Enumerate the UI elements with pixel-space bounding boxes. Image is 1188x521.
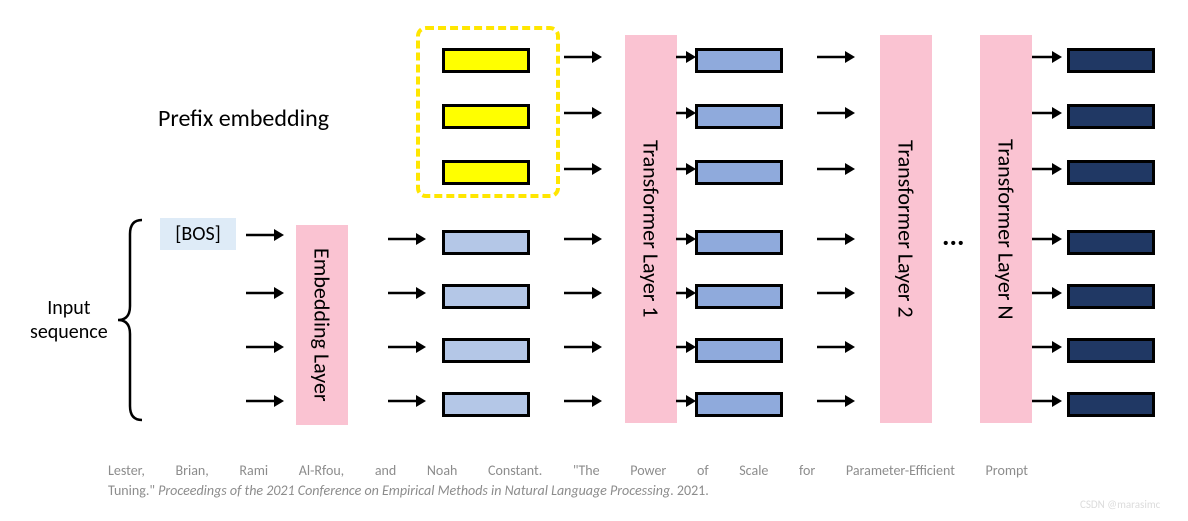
arrow xyxy=(817,162,855,176)
arrow xyxy=(1032,232,1062,246)
ellipsis: ... xyxy=(942,218,964,253)
arrow xyxy=(676,232,696,246)
embed-token xyxy=(442,230,530,255)
prefix-token xyxy=(442,104,530,129)
arrow xyxy=(676,106,696,120)
output-token xyxy=(1067,392,1155,417)
transformer-layer-n-label: Transformer Layer N xyxy=(993,139,1020,320)
arrow xyxy=(676,50,696,64)
output-token xyxy=(1067,48,1155,73)
arrow xyxy=(388,286,426,300)
arrow xyxy=(1032,106,1062,120)
transformer-layer-2-block: Transformer Layer 2 xyxy=(880,35,932,423)
arrow xyxy=(246,286,284,300)
output-token xyxy=(1067,230,1155,255)
arrow xyxy=(388,232,426,246)
arrow xyxy=(564,286,602,300)
arrow xyxy=(564,106,602,120)
watermark: CSDN @marasimc xyxy=(1080,498,1160,511)
arrow xyxy=(817,286,855,300)
arrow xyxy=(676,394,696,408)
arrow xyxy=(1032,394,1062,408)
arrow xyxy=(1032,340,1062,354)
layer1-token xyxy=(695,48,783,73)
citation-italic: Proceedings of the 2021 Conference on Em… xyxy=(158,482,670,499)
embed-token xyxy=(442,284,530,309)
layer1-token xyxy=(695,230,783,255)
arrow xyxy=(246,394,284,408)
arrow xyxy=(676,286,696,300)
layer1-token xyxy=(695,104,783,129)
arrow xyxy=(676,162,696,176)
arrow xyxy=(817,232,855,246)
bos-token: [BOS] xyxy=(160,218,236,250)
citation-suffix: . 2021. xyxy=(670,482,709,499)
transformer-layer-n-block: Transformer Layer N xyxy=(980,35,1032,423)
arrow xyxy=(817,394,855,408)
transformer-layer-1-block: Transformer Layer 1 xyxy=(625,35,677,423)
transformer-layer-1-label: Transformer Layer 1 xyxy=(638,140,665,318)
embedding-layer-label: Embedding Layer xyxy=(309,248,336,402)
arrow xyxy=(564,340,602,354)
arrow xyxy=(817,50,855,64)
output-token xyxy=(1067,284,1155,309)
arrow xyxy=(564,394,602,408)
arrow xyxy=(564,232,602,246)
prefix-token xyxy=(442,160,530,185)
arrow xyxy=(676,340,696,354)
input-brace xyxy=(114,218,146,427)
arrow xyxy=(246,228,284,242)
layer1-token xyxy=(695,392,783,417)
arrow xyxy=(1032,286,1062,300)
arrow xyxy=(817,340,855,354)
layer1-token xyxy=(695,338,783,363)
embed-token xyxy=(442,338,530,363)
arrow xyxy=(1032,162,1062,176)
prefix-token xyxy=(442,48,530,73)
transformer-layer-2-label: Transformer Layer 2 xyxy=(893,140,920,318)
arrow xyxy=(817,106,855,120)
arrow xyxy=(246,340,284,354)
output-token xyxy=(1067,104,1155,129)
layer1-token xyxy=(695,284,783,309)
input-sequence-label: Input sequence xyxy=(30,296,108,344)
prefix-embedding-label: Prefix embedding xyxy=(158,104,329,133)
citation-prefix: Tuning." xyxy=(108,482,158,499)
embedding-layer-block: Embedding Layer xyxy=(296,225,348,425)
arrow xyxy=(388,394,426,408)
output-token xyxy=(1067,160,1155,185)
arrow xyxy=(564,162,602,176)
arrow xyxy=(1032,50,1062,64)
layer1-token xyxy=(695,160,783,185)
output-token xyxy=(1067,338,1155,363)
arrow xyxy=(564,50,602,64)
arrow xyxy=(388,340,426,354)
embed-token xyxy=(442,392,530,417)
citation-line2: Tuning." Proceedings of the 2021 Confere… xyxy=(108,482,1028,499)
citation-line1: Lester, Brian, Rami Al-Rfou, and Noah Co… xyxy=(108,462,1028,479)
